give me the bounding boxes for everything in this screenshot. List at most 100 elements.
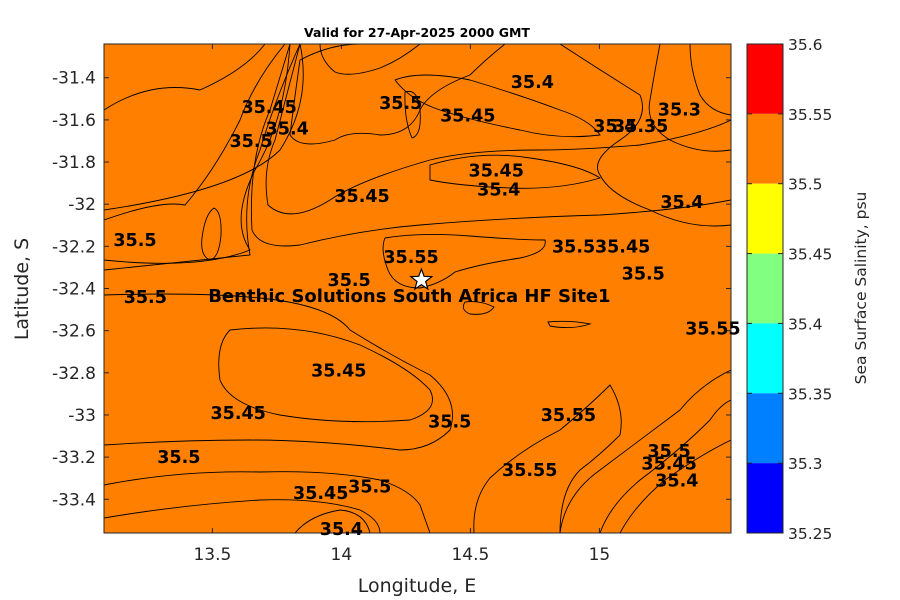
colorbar-tick-label: 35.25 (788, 525, 832, 543)
colorbar-tick-label: 35.35 (788, 385, 832, 403)
x-tick-label: 14 (331, 545, 353, 565)
contour-label: 35.5 (328, 271, 371, 291)
x-tick-label: 14.5 (451, 545, 489, 565)
y-tick-label: -33.4 (52, 490, 96, 510)
field-orange-bar (404, 90, 421, 139)
site-marker-group: Benthic Solutions South Africa HF Site1 (208, 267, 611, 307)
contour-label: 35.45 (293, 484, 348, 504)
x-tick-label: 13.5 (193, 545, 231, 565)
field-deepblue-ne (689, 44, 731, 116)
field-yellow-west (104, 293, 453, 451)
field-red-tiny (547, 320, 592, 329)
field-cyan-south (294, 509, 371, 533)
contour-label: 35.4 (266, 119, 309, 139)
contour-label: 35.55 (541, 406, 596, 426)
colorbar-tick-label: 35.4 (788, 315, 823, 333)
y-tick-label: -31.6 (52, 111, 96, 131)
field-cyan-se (619, 439, 731, 533)
field-red-small (462, 301, 495, 315)
contour-label: 35.45 (241, 98, 296, 118)
y-tick-label: -32.4 (52, 280, 96, 300)
field-yellow-nw (104, 44, 291, 264)
contour-label: 35.45 (210, 404, 265, 424)
colorbar-swatch (747, 183, 783, 254)
colorbar-swatch (747, 113, 783, 184)
x-tick-label: 15 (589, 545, 611, 565)
contour-label: 35.45 (595, 237, 650, 257)
field-blue-ne (648, 44, 731, 152)
contour-labels: 35.535.535.4535.435.535.4535.435.4535.43… (113, 73, 740, 540)
contour-label: 35.5 (157, 448, 200, 468)
contour-label: 35.5 (113, 231, 156, 251)
x-axis-ticks: 13.5 14 14.5 15 (193, 44, 610, 565)
field-yellow-south (104, 471, 431, 533)
field-red-center (382, 233, 546, 289)
contour-label: 35.4 (660, 193, 703, 213)
contour-label: 35.4 (320, 520, 363, 540)
y-tick-label: -32.8 (52, 364, 96, 384)
y-tick-label: -31.4 (52, 69, 96, 89)
contour-label: 35.4 (655, 471, 698, 491)
contour-label: 35.4 (511, 73, 554, 93)
field-cyan-ne (559, 44, 731, 227)
colorbar-label: Sea Surface Salinity, psu (852, 192, 870, 385)
contour-field (104, 44, 731, 533)
field-yellow-bar (394, 74, 601, 138)
contour-label: 35.45 (469, 161, 524, 181)
contour-label: 35.5 (379, 94, 422, 114)
contour-label: 35.5 (348, 478, 391, 498)
contour-label: 35.3 (658, 100, 701, 120)
contour-label: 35.55 (383, 248, 438, 268)
contour-label: 35.5 (428, 412, 471, 432)
colorbar-tick-label: 35.5 (788, 176, 823, 194)
contour-label: 35.5 (552, 237, 595, 257)
contour-label: 35.5 (124, 288, 167, 308)
contour-label: 35.35 (613, 117, 668, 137)
y-axis-label: Latitude, S (11, 238, 33, 340)
field-red-se (473, 384, 622, 533)
colorbar-swatch (747, 323, 783, 394)
contour-label: 35.55 (685, 320, 740, 340)
colorbar-ticks: 35.6 35.55 35.5 35.45 35.4 35.35 35.3 35.25 (747, 36, 832, 543)
field-green-se (599, 399, 731, 533)
y-axis-ticks: -31.4 -31.6 -31.8 -32 -32.2 -32.4 -32.6 -32.8 -3… (52, 69, 731, 510)
colorbar-tick-label: 35.55 (788, 106, 832, 124)
contour-label: 35.5 (647, 442, 690, 462)
colorbar-swatch (747, 463, 783, 533)
contour-label: 35.45 (311, 362, 366, 382)
contour-label: 35.55 (502, 461, 557, 481)
colorbar-swatch (747, 393, 783, 464)
site-star-icon (409, 267, 434, 291)
field-red-nw (201, 207, 222, 261)
contour-label: 35.5 (229, 132, 272, 152)
contour-label: 35.45 (641, 454, 696, 474)
contour-label: 35.4 (593, 117, 636, 137)
field-yellow-north (250, 44, 731, 247)
contour-label: 35.45 (440, 107, 495, 127)
field-base-orange (104, 44, 731, 533)
field-green-south (104, 499, 381, 533)
site-label: Benthic Solutions South Africa HF Site1 (208, 286, 610, 307)
colorbar (746, 43, 784, 534)
y-tick-label: -32.6 (52, 322, 96, 342)
contour-label: 35.5 (622, 265, 665, 285)
colorbar-tick-label: 35.3 (788, 455, 823, 473)
field-orange-nw (104, 44, 301, 271)
field-blue-north (319, 44, 421, 75)
contour-label: 35.45 (334, 187, 389, 207)
colorbar-tick-label: 35.45 (788, 246, 832, 264)
colorbar-swatch (747, 44, 783, 114)
y-tick-label: -33 (68, 406, 96, 426)
field-green-west (218, 327, 433, 423)
y-tick-label: -32 (68, 195, 96, 215)
contour-label: 35.4 (477, 180, 520, 200)
field-green-center (265, 44, 731, 215)
field-green-band (429, 154, 602, 189)
chart-title: Valid for 27-Apr-2025 2000 GMT (304, 25, 530, 40)
y-tick-label: -32.2 (52, 237, 96, 257)
colorbar-tick-label: 35.6 (788, 36, 823, 54)
field-green-north (104, 44, 304, 211)
colorbar-frame (746, 43, 784, 534)
y-tick-label: -33.2 (52, 448, 96, 468)
